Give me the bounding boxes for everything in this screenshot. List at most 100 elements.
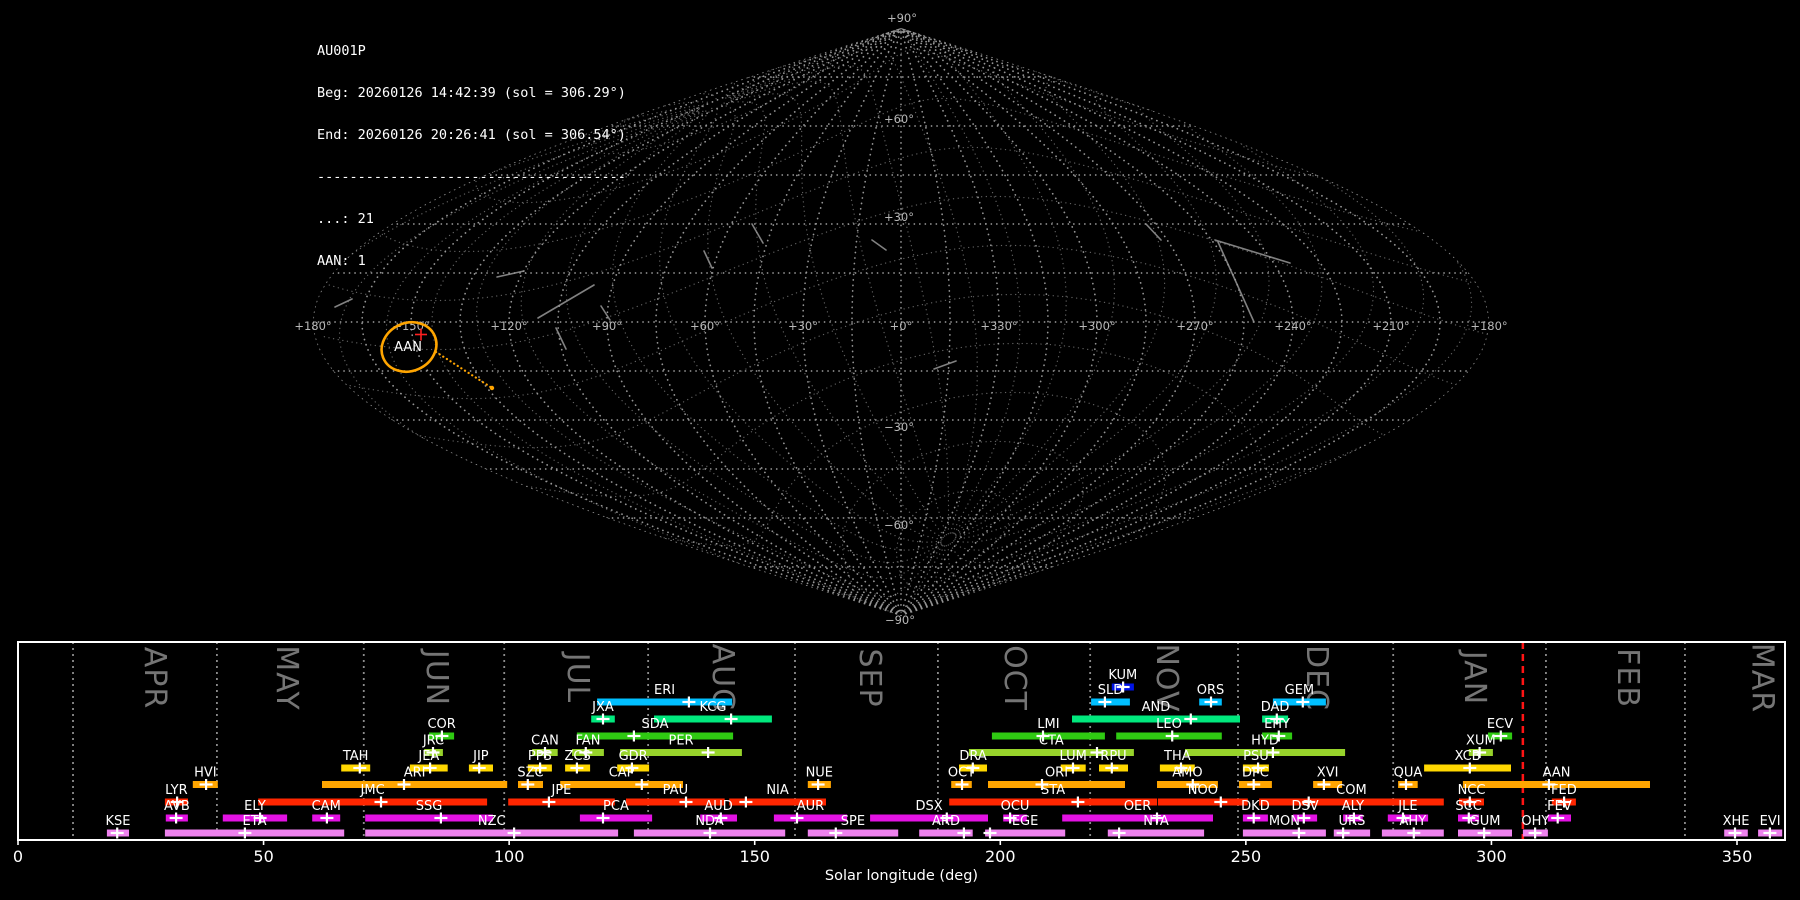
shower-code-label: XVI [1317, 766, 1339, 781]
shower-bar [773, 814, 848, 822]
equatorial-meridian [431, 110, 946, 615]
shower-bar [365, 814, 493, 822]
shower-bar [985, 829, 1066, 837]
shower-code-label: NUE [806, 766, 833, 781]
meteor-streak [555, 327, 567, 350]
shower-code-label: LYR [165, 783, 188, 798]
equatorial-meridian [703, 93, 1217, 537]
shower-code-label: JIP [472, 749, 489, 764]
radiant-ellipse [380, 320, 438, 374]
equatorial-meridian [570, 105, 1375, 543]
shower-bar [560, 781, 683, 788]
month-label: OCT [997, 645, 1032, 711]
shower-bar [1185, 749, 1346, 756]
meteor-streak [537, 284, 595, 319]
equatorial-meridian [723, 64, 1116, 535]
shower-bar [988, 781, 1125, 788]
shower-code-label: FAN [576, 734, 601, 749]
shower-bar [654, 715, 772, 723]
shower-code-label: OER [1124, 799, 1151, 814]
shower-bar [807, 829, 899, 837]
month-label: JUL [560, 651, 595, 704]
north-pole-label: +90° [887, 11, 917, 25]
shower-code-label: JXA [591, 700, 614, 715]
shower-code-label: MON [1269, 814, 1300, 829]
shower-code-label: LUM [1060, 749, 1087, 764]
shower-code-label: ARI [404, 766, 426, 781]
shower-code-label: THA [1163, 749, 1191, 764]
shower-code-label: SZC [517, 766, 543, 781]
latitude-label: +30° [884, 210, 914, 224]
meridian-label: +300° [1078, 319, 1115, 333]
meteor-streak [871, 239, 887, 251]
map-labels: +90°−90°+180° +150° +120° +90° +60° +30° +0° +3… [294, 11, 1507, 627]
ecliptic-meridian [606, 28, 902, 616]
meridian-label: +90° [592, 319, 622, 333]
radiant-drift-trail [434, 350, 494, 390]
shower-code-label: XUM [1466, 734, 1496, 749]
latitude-label: −60° [884, 518, 914, 532]
shower-code-label: PPS [528, 749, 552, 764]
shower-code-label: AUD [704, 799, 732, 814]
shower-code-label: CTA [1039, 734, 1064, 749]
equatorial-meridian [726, 46, 1067, 534]
meteor-streak [496, 270, 525, 278]
equatorial-meridian [520, 109, 943, 580]
shower-code-label: JLE [1397, 799, 1417, 814]
meridian-label: +240° [1274, 319, 1311, 333]
total-count-line: ...: 21 [317, 211, 374, 227]
begin-time-line: Beg: 20260126 14:42:39 (sol = 306.29°) [317, 85, 626, 101]
shower-code-label: XCB [1455, 749, 1481, 764]
shower-code-label: DRA [959, 749, 987, 764]
shower-bar [949, 798, 1157, 806]
meteor-streak [600, 305, 611, 321]
shower-code-label: TAH [342, 749, 369, 764]
meridian-label: +0° [890, 319, 913, 333]
equatorial-meridian [729, 64, 950, 535]
meteor-streak [1214, 239, 1291, 264]
shower-code-label: JPE [551, 783, 572, 798]
shower-code-label: OCU [1001, 799, 1030, 814]
end-time-line: End: 20260126 20:26:41 (sol = 306.54°) [317, 127, 626, 143]
shower-code-label: ORS [1197, 683, 1225, 698]
shower-bar [1242, 829, 1326, 837]
x-tick-label: 350 [1722, 847, 1753, 866]
shower-code-label: AAN [1543, 766, 1571, 781]
radiant-drift-endpoint [489, 385, 495, 391]
shower-code-label: NCC [1458, 783, 1486, 798]
shower-code-label: XHE [1723, 814, 1750, 829]
shower-code-label: AVB [164, 799, 190, 814]
meteor-streak [751, 223, 764, 244]
radiant-group: AAN [380, 320, 495, 391]
x-tick-label: 0 [13, 847, 23, 866]
shower-code-label: NIA [766, 783, 789, 798]
ecliptic-meridian [900, 28, 1147, 616]
equatorial-parallel [895, 489, 1012, 590]
x-tick-label: 50 [253, 847, 273, 866]
shower-code-label: STA [1041, 783, 1065, 798]
shower-code-label: HYD [1251, 734, 1279, 749]
meteor-streak [1145, 223, 1162, 241]
shower-code-label: DPC [1242, 766, 1269, 781]
equatorial-grid [319, 29, 1488, 615]
x-tick-label: 100 [494, 847, 525, 866]
month-label: FEB [1610, 648, 1645, 708]
equatorial-parallel [378, 97, 1418, 253]
month-label: APR [137, 647, 172, 709]
shower-code-label: KUM [1108, 668, 1137, 683]
shower-bar [1462, 781, 1650, 788]
meridian-label: +180° [294, 319, 331, 333]
shower-code-label: EHY [1264, 717, 1290, 732]
shower-code-label: PSU [1243, 749, 1269, 764]
ecliptic-meridian [900, 28, 1196, 616]
meridian-label: +60° [690, 319, 720, 333]
ecliptic-meridian [900, 28, 1000, 616]
ecliptic-meridian [900, 28, 1098, 616]
shower-code-label: GDR [619, 749, 648, 764]
equatorial-meridian [719, 80, 1166, 536]
shower-code-label: NDA [695, 814, 724, 829]
ecliptic-meridian [900, 28, 1245, 616]
shower-code-label: KSE [105, 814, 130, 829]
